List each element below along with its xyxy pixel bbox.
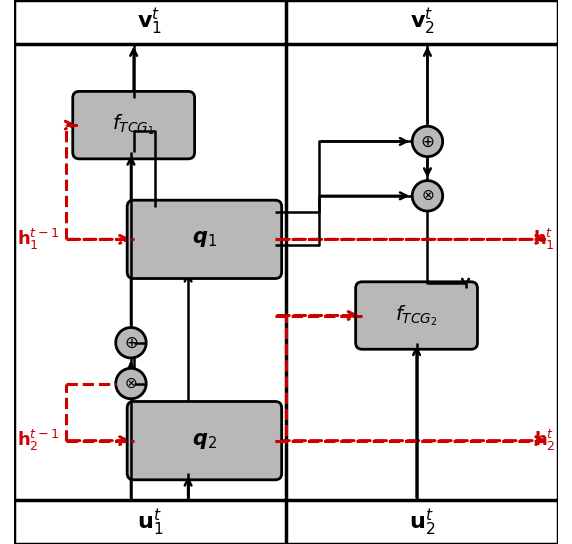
Text: $f_{TCG_2}$: $f_{TCG_2}$ [395,303,438,328]
FancyBboxPatch shape [73,91,194,159]
FancyBboxPatch shape [127,401,281,480]
Text: $\mathbf{u}_2^t$: $\mathbf{u}_2^t$ [409,507,435,537]
Text: $\oplus$: $\oplus$ [124,333,138,352]
Text: $\otimes$: $\otimes$ [421,188,434,203]
Text: $\oplus$: $\oplus$ [420,132,435,151]
Text: $\mathbf{h}_1^t$: $\mathbf{h}_1^t$ [534,227,555,252]
Text: $\mathbf{v}_1^t$: $\mathbf{v}_1^t$ [137,7,162,37]
Circle shape [116,327,146,358]
Text: $\boldsymbol{q}_1$: $\boldsymbol{q}_1$ [192,230,217,249]
Circle shape [412,181,443,211]
Text: $\mathbf{u}_1^t$: $\mathbf{u}_1^t$ [137,507,163,537]
Bar [14,500,558,544]
Text: $\mathbf{h}_2^{t-1}$: $\mathbf{h}_2^{t-1}$ [17,428,59,453]
Text: $\boldsymbol{q}_2$: $\boldsymbol{q}_2$ [192,431,217,450]
Text: $\mathbf{h}_2^t$: $\mathbf{h}_2^t$ [534,428,555,453]
Text: $\mathbf{v}_2^t$: $\mathbf{v}_2^t$ [410,7,435,37]
Text: $\otimes$: $\otimes$ [124,376,138,391]
Bar [14,0,558,44]
Circle shape [412,126,443,157]
Circle shape [116,368,146,399]
FancyBboxPatch shape [356,282,478,349]
Text: $\mathbf{h}_1^{t-1}$: $\mathbf{h}_1^{t-1}$ [17,227,59,252]
Text: $f_{TCG_1}$: $f_{TCG_1}$ [113,113,155,138]
FancyBboxPatch shape [127,200,281,279]
